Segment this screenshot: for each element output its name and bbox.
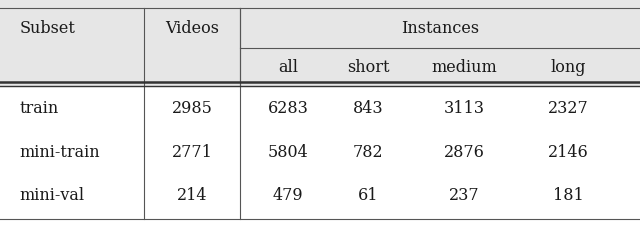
Text: 2876: 2876 (444, 144, 484, 161)
Text: 6283: 6283 (268, 100, 308, 117)
Text: Videos: Videos (165, 20, 219, 37)
Text: 843: 843 (353, 100, 383, 117)
Text: Instances: Instances (401, 20, 479, 37)
Text: mini-val: mini-val (19, 188, 84, 205)
Text: short: short (347, 59, 389, 76)
Text: 181: 181 (552, 188, 584, 205)
Text: medium: medium (431, 59, 497, 76)
Text: 2146: 2146 (548, 144, 588, 161)
Text: 2327: 2327 (548, 100, 588, 117)
Text: 3113: 3113 (444, 100, 484, 117)
Text: 2771: 2771 (172, 144, 212, 161)
Text: 61: 61 (358, 188, 378, 205)
Text: mini-train: mini-train (19, 144, 100, 161)
Text: long: long (550, 59, 586, 76)
Text: train: train (19, 100, 58, 117)
Text: 214: 214 (177, 188, 207, 205)
Bar (0, 0, 640, 86)
Text: 5804: 5804 (268, 144, 308, 161)
Text: 479: 479 (273, 188, 303, 205)
Text: 237: 237 (449, 188, 479, 205)
Text: all: all (278, 59, 298, 76)
Text: 2985: 2985 (172, 100, 212, 117)
Text: 782: 782 (353, 144, 383, 161)
Text: Subset: Subset (19, 20, 75, 37)
